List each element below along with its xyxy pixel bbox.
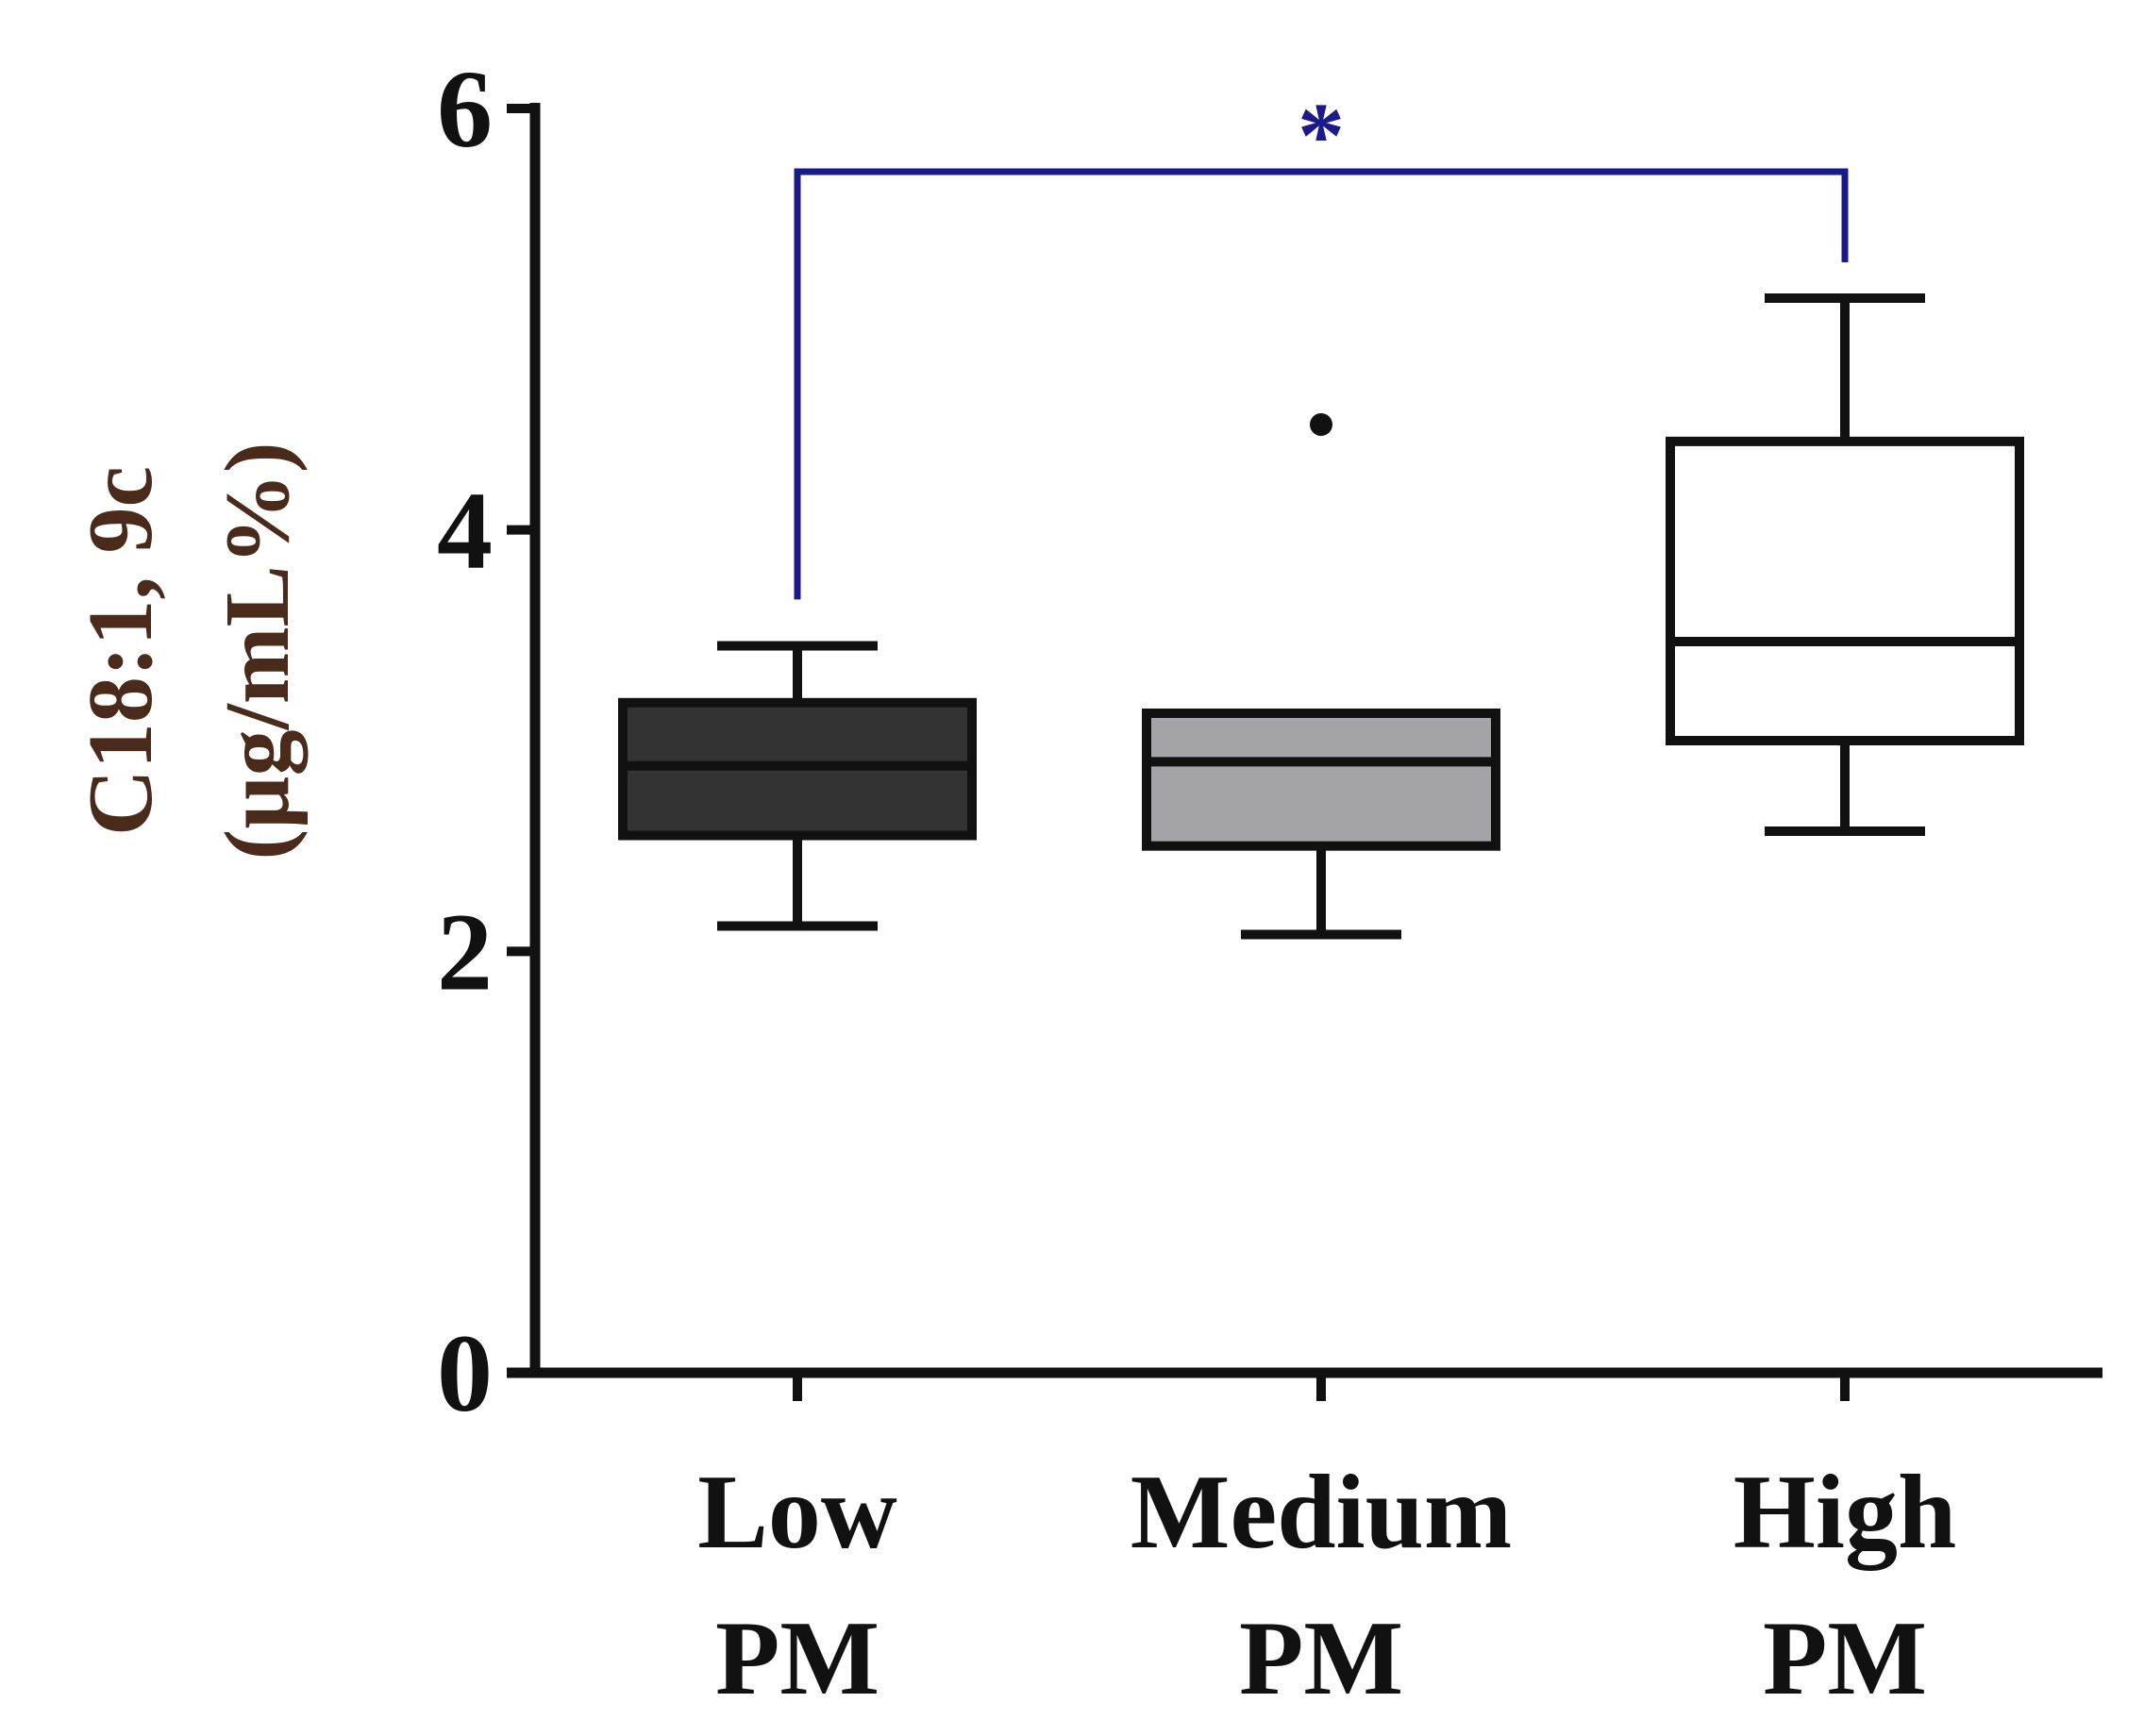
x-category-label-line-1: Medium — [1131, 1454, 1512, 1571]
plot-area: 0 2 4 6 Low PM Medium PM High PM * — [437, 47, 2102, 1717]
y-axis-title: C18:1, 9c (µg/mL%) — [70, 442, 309, 860]
y-tick-label: 2 — [437, 890, 493, 1013]
outlier-point — [1310, 413, 1332, 436]
x-category-label-line-1: High — [1734, 1454, 1957, 1571]
y-tick-label: 0 — [437, 1311, 493, 1435]
box-iqr — [1666, 436, 2024, 745]
significance-bracket — [794, 168, 1849, 600]
y-axis-title-line-2: (µg/mL%) — [207, 442, 309, 860]
x-category-label-line-2: PM — [1239, 1600, 1403, 1717]
y-tick-label: 6 — [437, 47, 493, 171]
x-category-label-line-2: PM — [1763, 1600, 1927, 1717]
x-category-label-line-2: PM — [715, 1600, 879, 1717]
y-tick-label: 4 — [437, 469, 493, 593]
box-iqr — [1142, 708, 1500, 851]
x-category-label-line-1: Low — [697, 1454, 897, 1571]
y-axis-title-line-1: C18:1, 9c — [70, 466, 172, 836]
significance-asterisk: * — [1298, 83, 1345, 188]
